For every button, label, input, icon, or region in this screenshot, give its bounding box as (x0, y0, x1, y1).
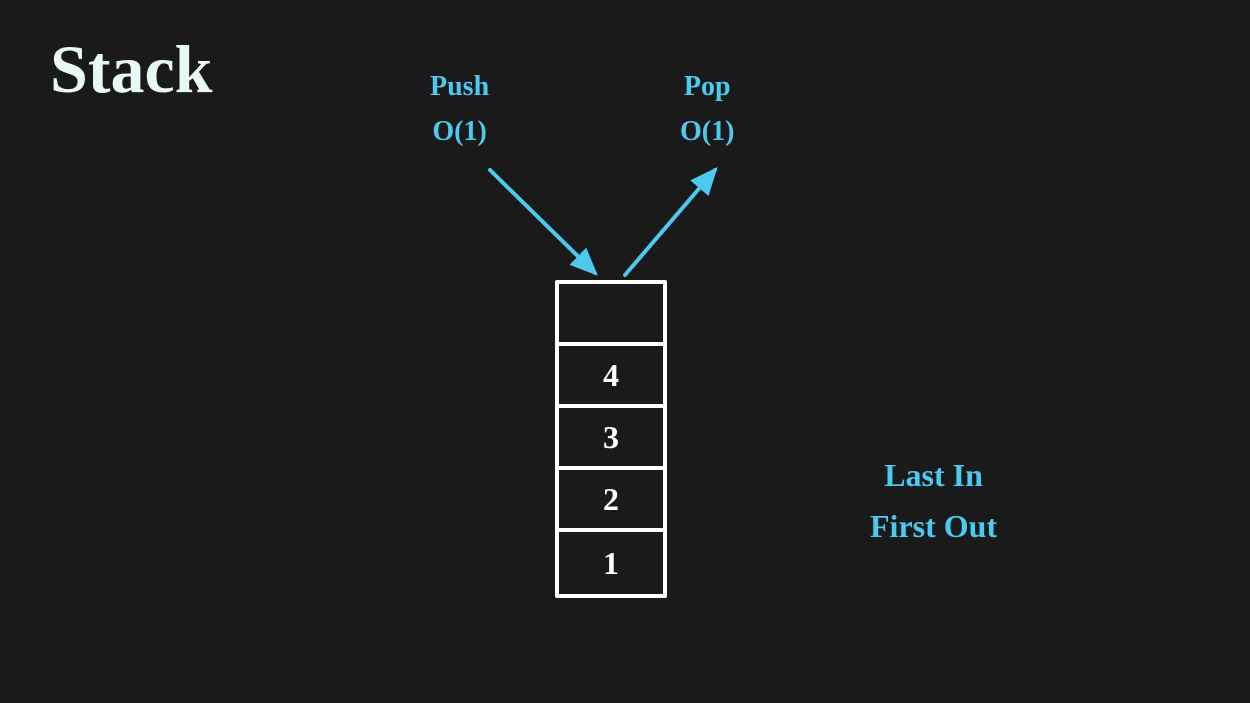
push-arrow (490, 170, 595, 273)
pop-name: Pop (680, 65, 734, 110)
principle-line-2: First Out (870, 501, 997, 552)
stack-cell: 2 (559, 470, 663, 532)
stack-cell: 3 (559, 408, 663, 470)
principle-line-1: Last In (870, 450, 997, 501)
diagram-title: Stack (50, 30, 212, 109)
stack-cell: 4 (559, 346, 663, 408)
pop-arrow (625, 170, 715, 275)
stack-diagram: 4 3 2 1 (555, 280, 667, 598)
pop-complexity: O(1) (680, 110, 734, 155)
lifo-principle: Last In First Out (870, 450, 997, 552)
push-complexity: O(1) (430, 110, 489, 155)
push-name: Push (430, 65, 489, 110)
pop-operation-label: Pop O(1) (680, 65, 734, 155)
stack-cell (559, 284, 663, 346)
stack-cell: 1 (559, 532, 663, 594)
push-operation-label: Push O(1) (430, 65, 489, 155)
